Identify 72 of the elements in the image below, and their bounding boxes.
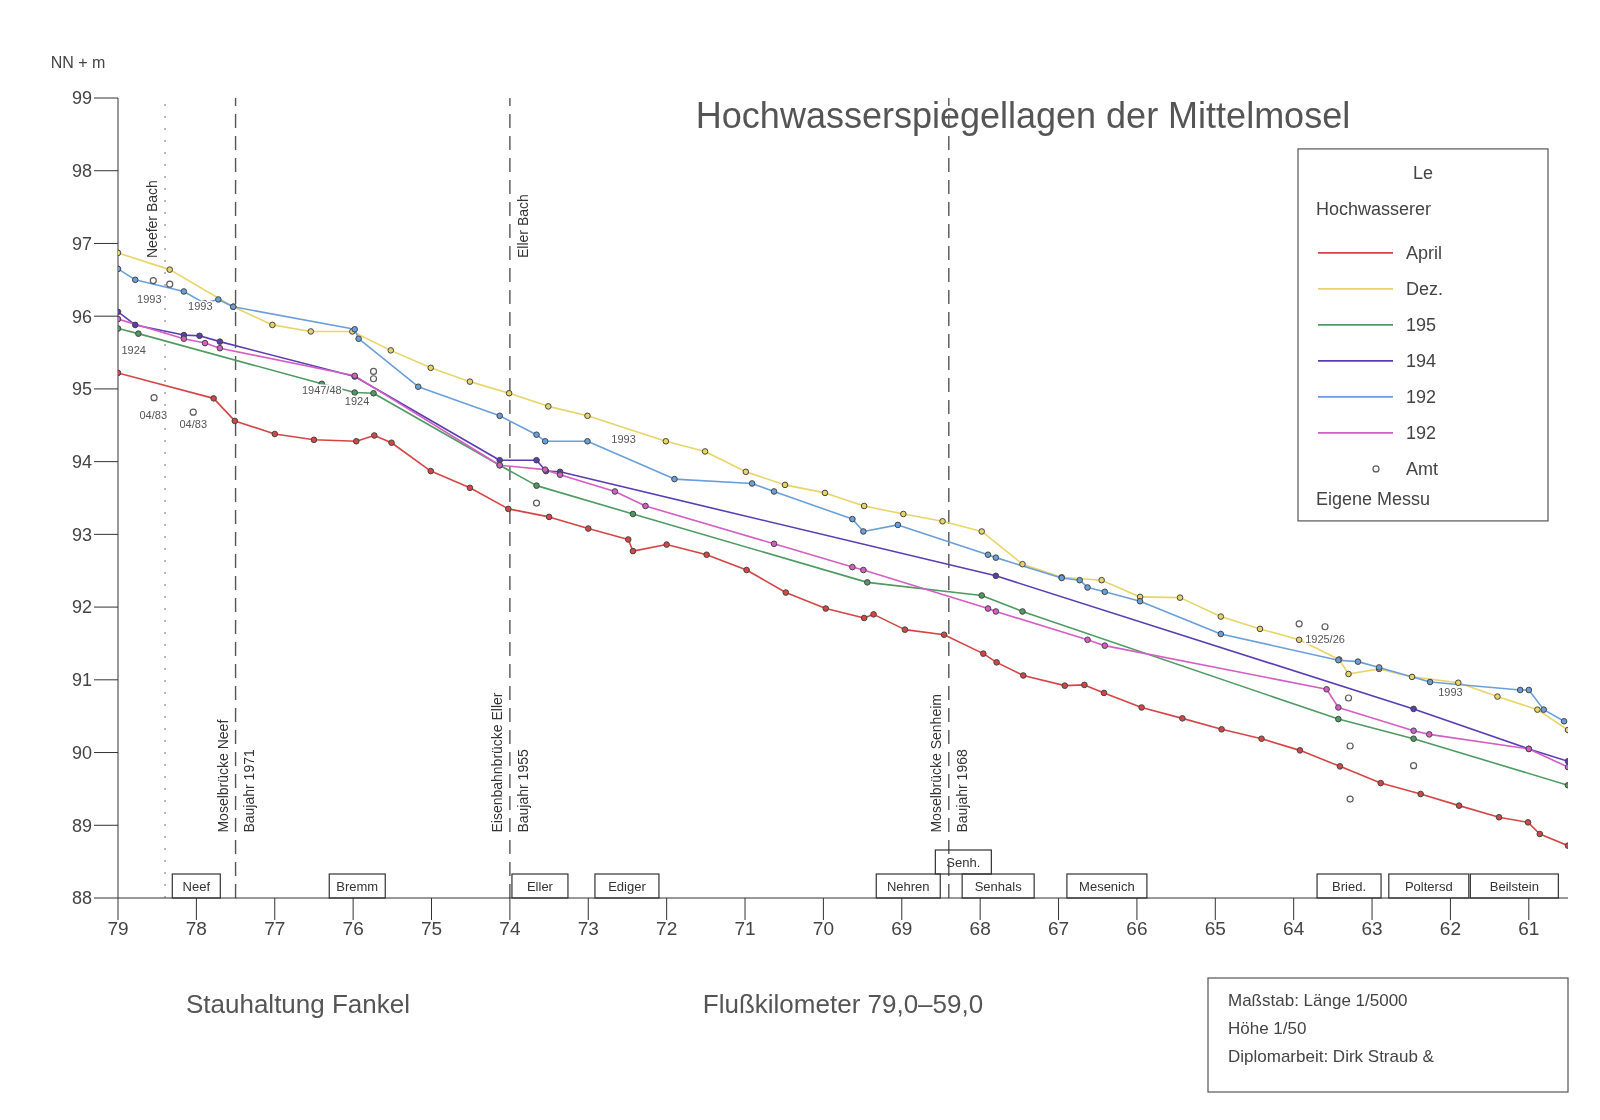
annotation: Mesenich — [1079, 879, 1135, 894]
legend-label: 192 — [1406, 422, 1437, 443]
y-tick-label: 91 — [71, 670, 92, 691]
annotation: 1925/26 — [1305, 632, 1345, 645]
legend-label: Dez. — [1406, 278, 1444, 299]
x-tick-label: 63 — [1361, 918, 1383, 940]
x-tick-label: 75 — [420, 918, 443, 940]
legend-label: April — [1406, 242, 1443, 263]
annotation: Nehren — [886, 879, 930, 894]
y-tick-label: 97 — [71, 233, 92, 254]
x-tick-label: 69 — [891, 918, 913, 940]
annotation: 1993 — [1438, 685, 1463, 698]
chart-title: Hochwasserspiegellagen der Mittelmosel — [695, 95, 1351, 136]
y-tick-label: 92 — [71, 597, 92, 618]
annotation: Poltersd — [1404, 879, 1453, 894]
y-tick-label: 94 — [71, 452, 92, 473]
y-axis-title: NN + m — [50, 54, 106, 71]
annotation: 1947/48 — [301, 384, 342, 396]
ref-line-label: Neefer Bach — [144, 180, 161, 258]
x-tick-label: 76 — [342, 918, 364, 940]
annotation: Hochwasserer — [1316, 198, 1432, 219]
text: Diplomarbeit: Dirk Straub & — [1228, 1047, 1435, 1066]
annotation: Beilstein — [1489, 879, 1539, 894]
x-tick-label: 73 — [577, 918, 599, 940]
x-tick-label: 62 — [1439, 918, 1461, 940]
x-tick-label: 67 — [1047, 918, 1070, 940]
annotation: Eller — [526, 879, 554, 894]
annotation: Senh. — [946, 855, 981, 870]
legend-label: 194 — [1406, 350, 1437, 371]
x-tick-label: 78 — [185, 918, 207, 940]
annotation: 04/83 — [179, 418, 208, 431]
legend-title: Le — [1412, 162, 1434, 183]
x-tick-label: 65 — [1204, 918, 1226, 940]
annotation: 1993 — [188, 300, 213, 313]
y-tick-label: 89 — [71, 815, 92, 836]
y-tick-label: 98 — [71, 161, 92, 182]
x-tick-label: 64 — [1283, 918, 1305, 940]
y-tick-label: 90 — [71, 742, 92, 763]
x-tick-label: 66 — [1126, 918, 1148, 940]
annotation: Neef — [182, 879, 211, 894]
annotation: Bried. — [1332, 879, 1367, 894]
text: Stauhaltung Fankel — [185, 989, 411, 1019]
annotation: Senhals — [974, 879, 1023, 894]
x-tick-label: 74 — [499, 918, 521, 940]
text: Höhe 1/50 — [1228, 1019, 1307, 1038]
x-tick-label: 71 — [734, 918, 756, 940]
legend-label: 195 — [1406, 314, 1437, 335]
annotation: 1924 — [121, 344, 146, 356]
y-tick-label: 99 — [71, 88, 92, 109]
x-tick-label: 79 — [107, 918, 129, 940]
legend-label: 192 — [1406, 386, 1437, 407]
annotation: 1924 — [344, 394, 370, 407]
x-tick-label: 72 — [656, 918, 678, 940]
annotation: 1993 — [137, 293, 162, 306]
ref-line-label: Moselbrücke Neef Baujahr 1971 — [214, 719, 257, 833]
x-tick-label: 68 — [969, 918, 991, 940]
x-tick-label: 70 — [812, 918, 834, 940]
y-tick-label: 88 — [71, 888, 92, 909]
y-tick-label: 96 — [71, 306, 92, 327]
annotation: 1993 — [611, 433, 636, 446]
x-tick-label: 77 — [264, 918, 286, 940]
x-axis-title: Flußkilometer 79,0–59,0 — [702, 989, 984, 1019]
ref-line-label: Moselbrücke Senheim Baujahr 1968 — [927, 694, 970, 833]
x-tick-label: 61 — [1518, 918, 1540, 940]
annotation: Eigene Messu — [1316, 488, 1431, 509]
annotation: Ediger — [608, 879, 647, 894]
annotation: 04/83 — [139, 409, 168, 422]
legend-label: Amt — [1406, 458, 1439, 479]
annotation: Bremm — [336, 879, 379, 894]
text: Maßstab: Länge 1/5000 — [1228, 991, 1408, 1010]
y-tick-label: 93 — [71, 524, 92, 545]
y-tick-label: 95 — [71, 379, 92, 400]
